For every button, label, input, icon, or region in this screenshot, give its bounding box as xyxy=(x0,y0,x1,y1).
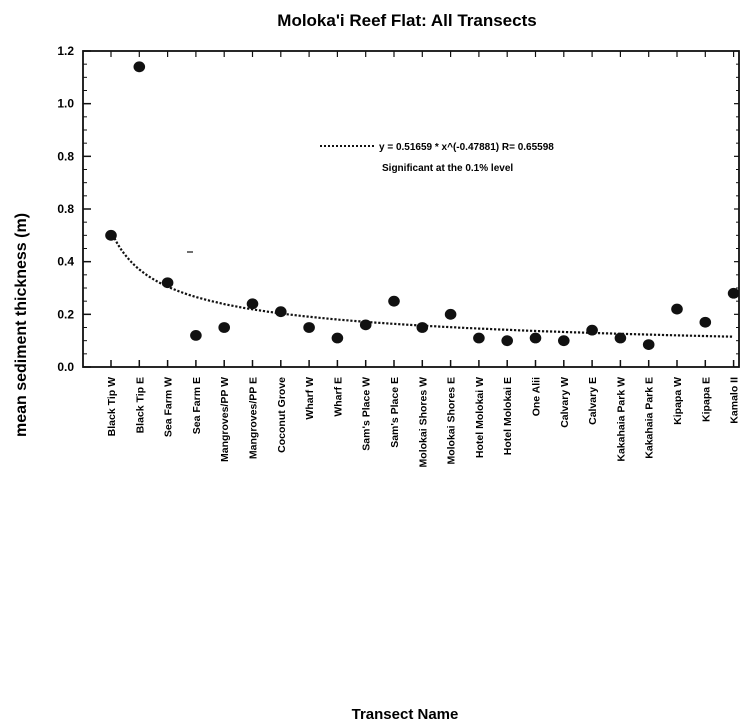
x-tick-label: Sam's Place E xyxy=(389,377,401,448)
x-tick-label: Molokai Shores W xyxy=(417,377,429,468)
data-point xyxy=(444,308,457,320)
data-point xyxy=(275,306,287,318)
data-point xyxy=(642,339,655,351)
data-point xyxy=(699,316,712,328)
data-point xyxy=(105,229,117,241)
x-tick-label: Kakahaia Park E xyxy=(644,377,656,459)
x-tick-label: Hotel Molokai E xyxy=(502,377,514,455)
x-tick-label: Kipapa W xyxy=(672,377,684,425)
data-point xyxy=(190,330,202,341)
data-point xyxy=(614,332,627,344)
data-point xyxy=(473,332,485,344)
y-tick-label: 0.8 xyxy=(57,202,74,216)
data-point xyxy=(529,332,542,344)
data-point xyxy=(246,298,259,310)
x-axis: Black Tip W Black Tip E Sea Farm W Sea Farm… xyxy=(106,51,741,467)
y-tick-label: 1.2 xyxy=(57,44,74,58)
data-point xyxy=(586,324,598,336)
fit-equation: y = 0.51659 * x^(-0.47881) R= 0.65598 xyxy=(379,142,554,153)
x-tick-label: Wharf E xyxy=(332,377,344,417)
data-point xyxy=(303,322,315,333)
x-tick-label: Sea Farm E xyxy=(191,377,203,434)
data-points xyxy=(105,61,740,351)
plot-frame xyxy=(82,50,740,368)
x-tick-label: Sam's Place W xyxy=(361,377,373,451)
x-tick-label: Kamalo II xyxy=(729,377,741,424)
fit-curve xyxy=(110,230,734,338)
x-axis-label: Transect Name xyxy=(352,706,459,723)
data-point xyxy=(161,277,174,289)
y-tick-label: 0.2 xyxy=(57,307,74,321)
data-point xyxy=(133,61,146,73)
x-tick-label: Wharf W xyxy=(304,377,316,420)
x-tick-label: Calvary E xyxy=(587,377,599,425)
y-tick-label: 1.0 xyxy=(57,97,74,111)
data-point xyxy=(416,322,429,333)
data-point xyxy=(359,319,372,331)
y-tick-label: 0.8 xyxy=(57,149,74,163)
significance-note: Significant at the 0.1% level xyxy=(382,163,513,174)
x-tick-label: Mangroves/PP E xyxy=(248,377,260,459)
y-axis: 0.0 0.2 0.4 0.8 0.8 1.0 1.2 xyxy=(57,44,739,374)
y-tick-label: 0.0 xyxy=(57,360,74,374)
x-tick-label: Coconut Grove xyxy=(276,377,288,453)
x-tick-label: Black Tip W xyxy=(106,377,118,436)
data-point xyxy=(218,322,230,333)
chart-title: Moloka'i Reef Flat: All Transects xyxy=(277,11,536,30)
x-tick-label: Calvary W xyxy=(559,377,571,428)
x-tick-label: Hotel Molokai W xyxy=(474,377,486,458)
x-tick-label: Sea Farm W xyxy=(163,377,175,437)
data-point xyxy=(671,303,683,315)
data-point xyxy=(388,295,400,307)
x-tick-label: Kakahaia Park W xyxy=(615,377,627,462)
x-tick-label: Black Tip E xyxy=(134,377,146,433)
x-tick-label: Molokai Shores E xyxy=(446,377,458,465)
fit-curve-line xyxy=(110,230,734,338)
data-point xyxy=(558,335,570,347)
x-tick-label: One Alii xyxy=(531,377,543,416)
y-axis-label: mean sediment thickness (m) xyxy=(13,213,30,437)
x-tick-label: Kipapa E xyxy=(700,377,712,422)
data-point xyxy=(727,287,740,299)
y-tick-label: 0.4 xyxy=(57,255,74,269)
data-point xyxy=(331,332,344,344)
data-point xyxy=(501,335,513,347)
x-tick-label: Mangroves/PP W xyxy=(219,377,231,462)
annotation: y = 0.51659 * x^(-0.47881) R= 0.65598 Si… xyxy=(320,142,554,174)
